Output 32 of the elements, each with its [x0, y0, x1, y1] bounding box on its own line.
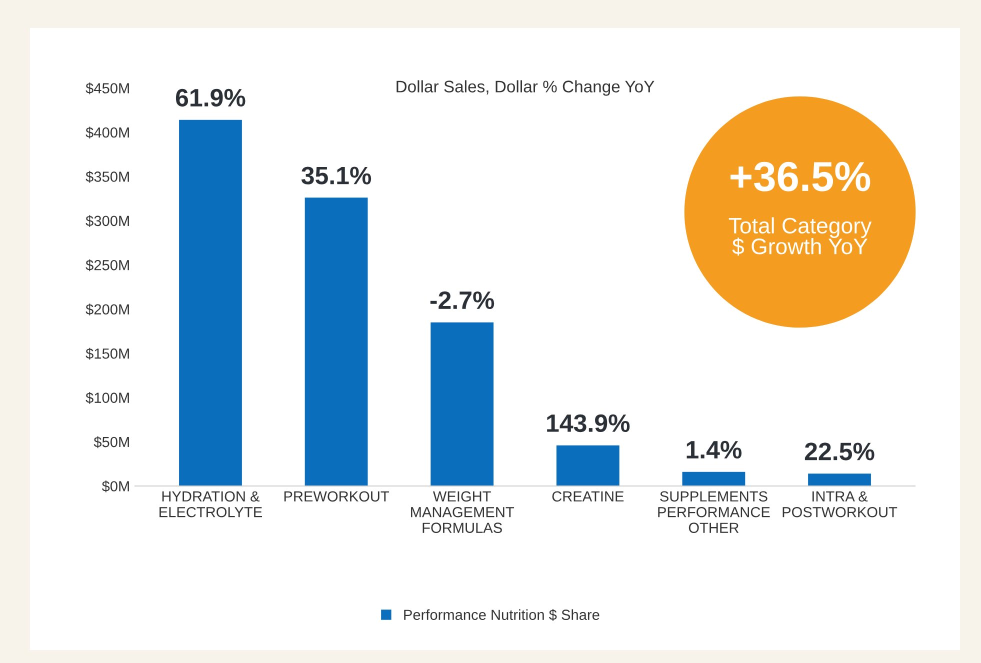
bar [808, 474, 871, 486]
y-tick-label: $150M [86, 348, 129, 360]
annotation: 22.5% [804, 442, 874, 460]
annotation: Total Category $ Growth YoY [728, 217, 872, 256]
legend-label: Performance Nutrition $ Share [404, 609, 600, 621]
x-tick-label: INTRA & POSTWORKOUT [782, 491, 898, 518]
y-tick-label: $300M [86, 215, 129, 227]
y-tick-label: $400M [86, 126, 129, 139]
x-tick-label: CREATINE [552, 491, 624, 502]
y-tick-label: $350M [86, 170, 129, 183]
annotation: 143.9% [547, 414, 630, 432]
x-tick-label: HYDRATION & ELECTROLYTE [160, 491, 262, 518]
annotation: -2.7% [430, 291, 494, 310]
bar [430, 322, 494, 486]
y-tick-label: $200M [86, 304, 129, 316]
bar [556, 445, 620, 486]
y-tick-label: $450M [86, 82, 129, 94]
x-tick-label: PREWORKOUT [284, 491, 390, 502]
bar [304, 198, 368, 486]
annotation: 61.9% [176, 88, 246, 107]
bar [682, 472, 746, 486]
y-tick-label: $0M [102, 480, 129, 492]
annotation: +36.5% [730, 162, 870, 192]
chart-title: Dollar Sales, Dollar % Change YoY [396, 80, 654, 96]
bar [179, 120, 242, 486]
y-tick-label: $50M [94, 436, 129, 448]
annotation: 1.4% [686, 440, 742, 459]
annotation: 35.1% [301, 166, 372, 184]
x-tick-label: SUPPLEMENTS PERFORMANCE OTHER [658, 491, 770, 533]
x-tick-label: WEIGHT MANAGEMENT FORMULAS [411, 491, 514, 533]
y-tick-label: $250M [86, 259, 129, 272]
y-tick-label: $100M [86, 392, 129, 404]
